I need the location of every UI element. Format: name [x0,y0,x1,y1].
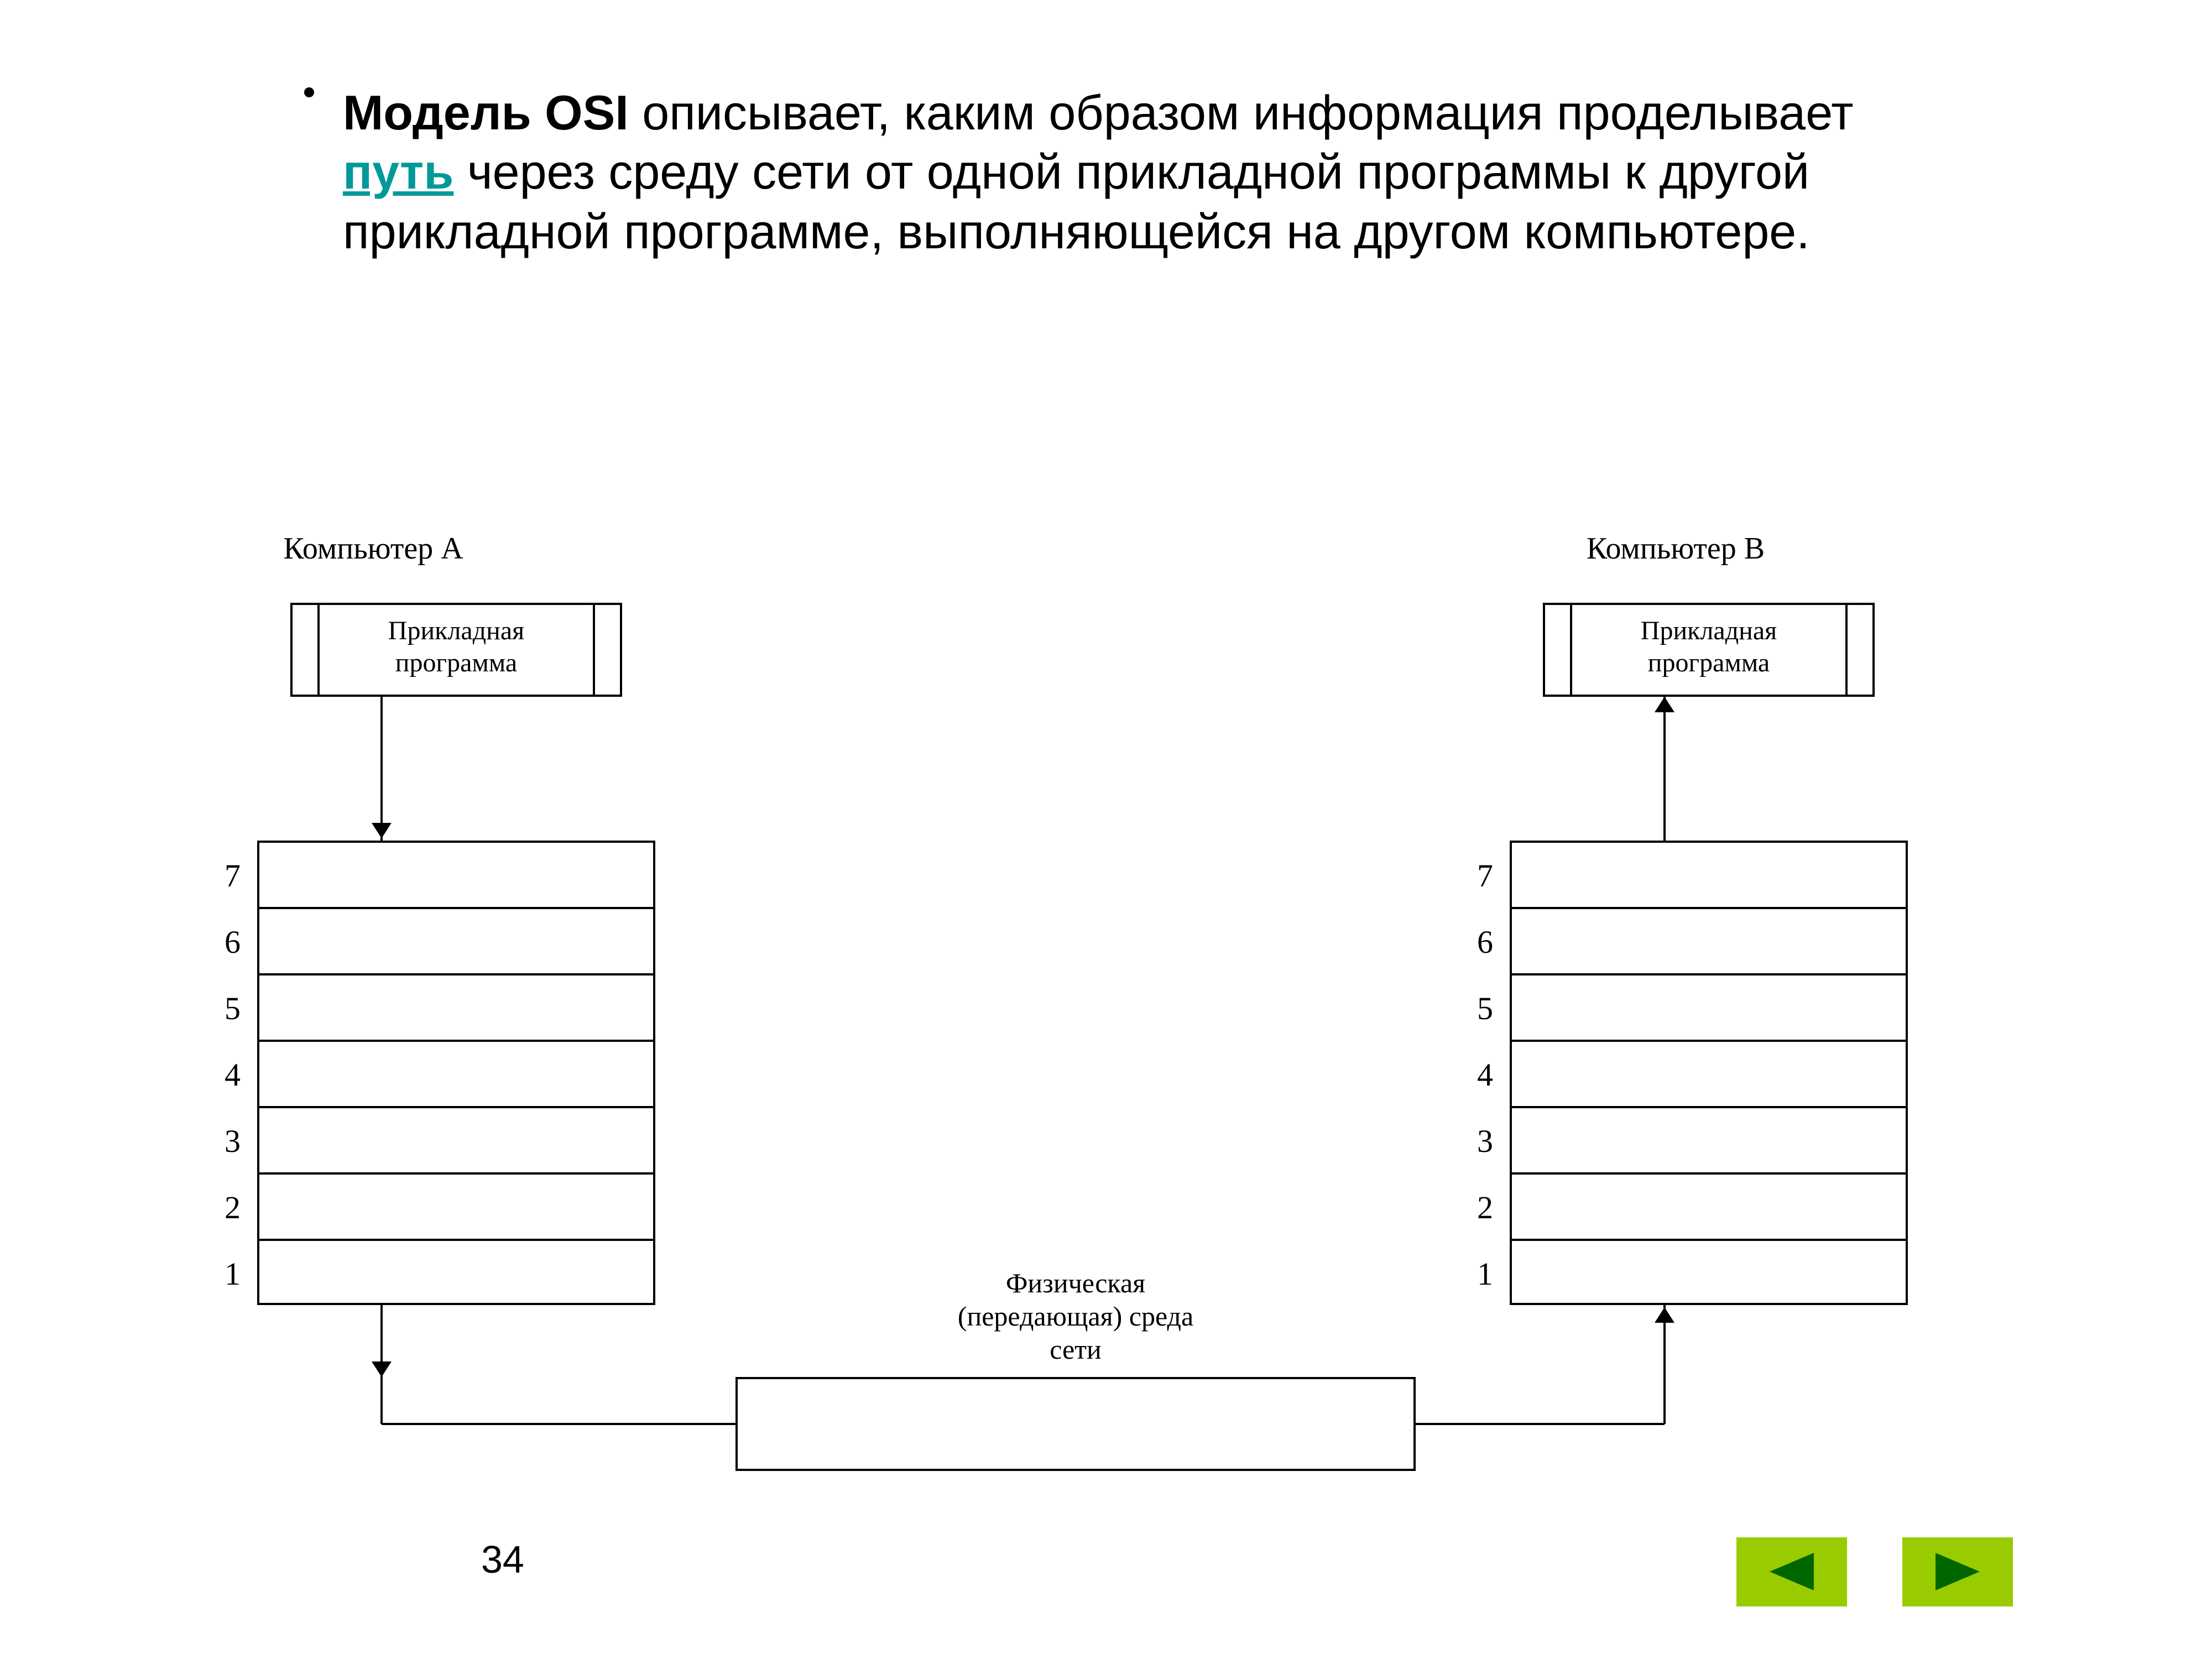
medium-l2: (передающая) среда [958,1301,1193,1332]
bullet-t2: через среду сети от одной прикладной про… [343,144,1810,258]
osi-diagram: Компьютер А Компьютер В Прикладная прогр… [138,531,2074,1515]
layer-num-b-2: 2 [1465,1189,1493,1226]
page-number: 34 [481,1537,524,1582]
stack-a-divider [257,1106,655,1108]
medium-label: Физическая (передающая) среда сети [735,1266,1416,1366]
app-a-l2: программа [395,648,517,677]
stack-a-divider [257,1040,655,1042]
medium-l3: сети [1050,1334,1102,1365]
layer-num-a-5: 5 [213,990,241,1027]
bullet-paragraph: Модель OSI описывает, каким образом инфо… [343,83,1891,261]
next-slide-button[interactable] [1902,1537,2013,1606]
layer-num-a-6: 6 [213,924,241,961]
stack-a-divider [257,907,655,909]
app-b-l1: Прикладная [1641,616,1777,645]
medium-box [735,1377,1416,1471]
layer-num-b-7: 7 [1465,857,1493,894]
prev-slide-button[interactable] [1736,1537,1847,1606]
app-b-label: Прикладная программа [1543,615,1875,679]
bullet-link[interactable]: путь [343,144,453,199]
bullet-bold: Модель OSI [343,85,629,140]
stack-b-divider [1510,1106,1908,1108]
next-arrow-icon [1902,1537,2013,1606]
stack-a [257,841,655,1305]
app-a-l1: Прикладная [388,616,524,645]
layer-num-a-3: 3 [213,1123,241,1160]
layer-num-b-3: 3 [1465,1123,1493,1160]
layer-num-a-7: 7 [213,857,241,894]
stack-a-divider [257,973,655,975]
bullet-dot-icon [304,87,314,97]
layer-num-b-6: 6 [1465,924,1493,961]
stack-b-divider [1510,1239,1908,1241]
bullet-t1: описывает, каким образом информация прод… [629,85,1854,140]
layer-num-a-2: 2 [213,1189,241,1226]
stack-b [1510,841,1908,1305]
layer-num-b-4: 4 [1465,1056,1493,1093]
prev-arrow-icon [1736,1537,1847,1606]
computer-b-title: Компьютер В [1537,531,1814,566]
app-b-l2: программа [1648,648,1770,677]
computer-a-title: Компьютер А [235,531,512,566]
stack-b-divider [1510,907,1908,909]
medium-l1: Физическая [1006,1267,1145,1298]
stack-b-divider [1510,973,1908,975]
app-a-label: Прикладная программа [290,615,622,679]
layer-num-a-1: 1 [213,1255,241,1292]
stack-a-divider [257,1172,655,1175]
layer-num-b-5: 5 [1465,990,1493,1027]
layer-num-b-1: 1 [1465,1255,1493,1292]
stack-a-divider [257,1239,655,1241]
stack-b-divider [1510,1172,1908,1175]
layer-num-a-4: 4 [213,1056,241,1093]
stack-b-divider [1510,1040,1908,1042]
